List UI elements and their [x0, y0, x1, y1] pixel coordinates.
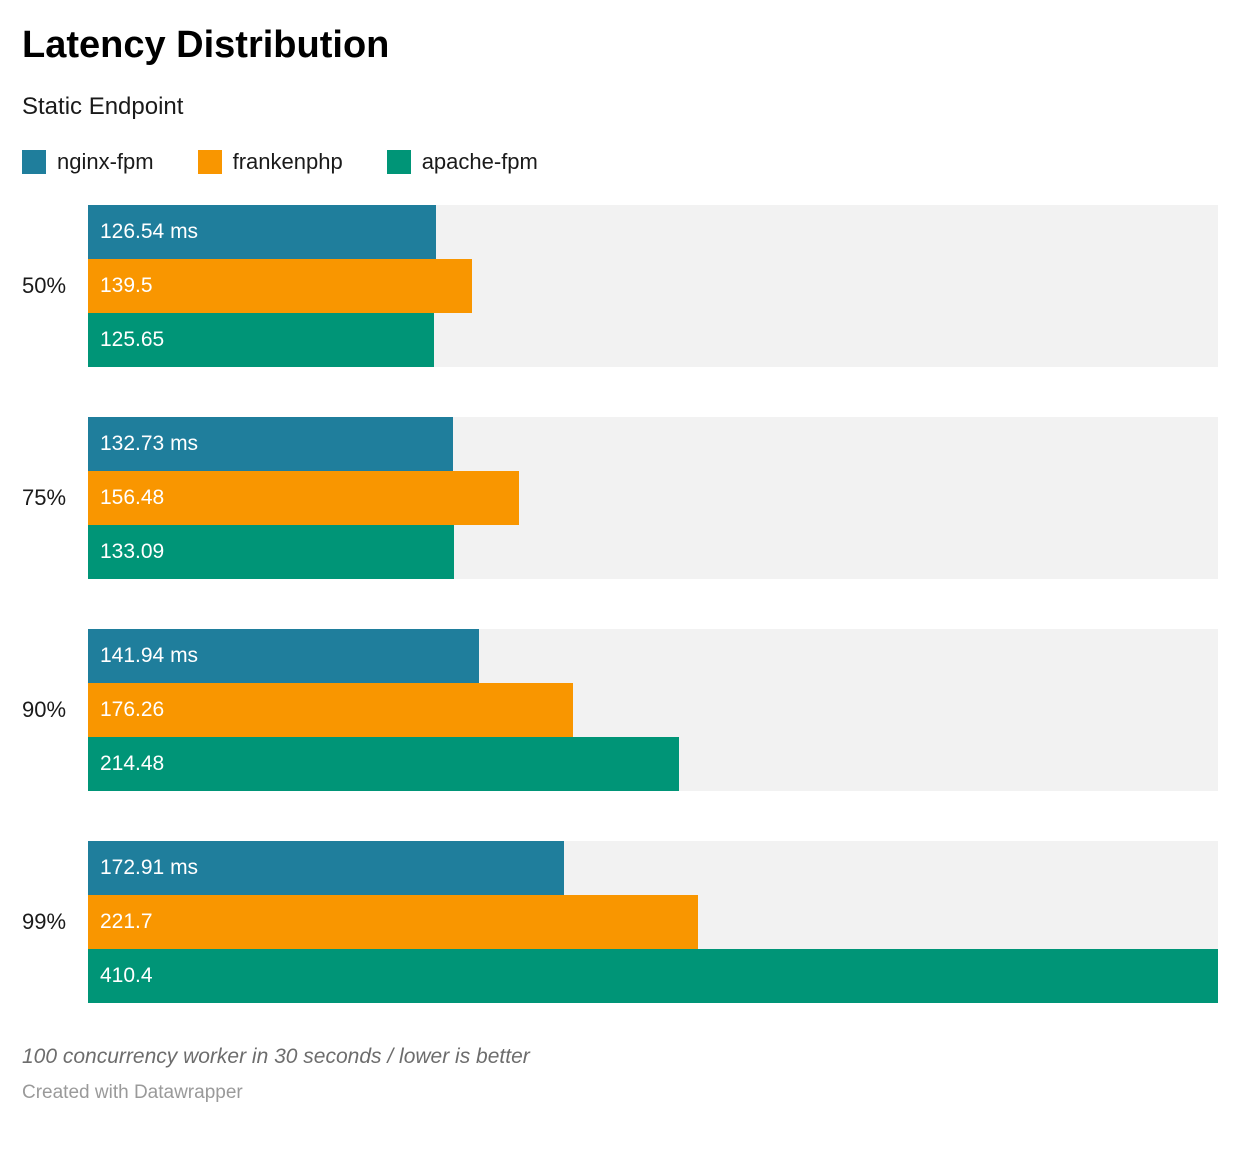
legend-swatch-frankenphp-icon — [197, 150, 222, 175]
bar-value-label: 410.4 — [100, 964, 153, 988]
bar-apache-fpm-99: 410.4 — [88, 949, 1218, 1004]
bar-nginx-fpm-75: 132.73 ms — [88, 417, 454, 472]
legend-label-frankenphp: frankenphp — [232, 149, 343, 175]
legend-item-frankenphp: frankenphp — [197, 149, 343, 175]
legend-item-apache-fpm: apache-fpm — [386, 149, 538, 175]
chart-footer: 100 concurrency worker in 30 seconds / l… — [22, 1045, 1218, 1104]
category-label-50: 50% — [22, 273, 67, 299]
footnote: 100 concurrency worker in 30 seconds / l… — [22, 1045, 530, 1069]
legend-item-nginx-fpm: nginx-fpm — [22, 149, 154, 175]
bar-value-label: 132.73 ms — [100, 432, 199, 456]
attribution: Created with Datawrapper — [22, 1082, 243, 1104]
bar-track-50: 126.54 ms 139.5 125.65 — [88, 205, 1218, 368]
bar-value-label: 176.26 — [100, 698, 165, 722]
bar-apache-fpm-75: 133.09 — [88, 525, 455, 580]
category-label-99: 99% — [22, 909, 67, 935]
chart-subtitle: Static Endpoint — [22, 92, 184, 120]
category-label-90: 90% — [22, 697, 67, 723]
bar-value-label: 141.94 ms — [100, 644, 199, 668]
bar-value-label: 133.09 — [100, 540, 165, 564]
bar-group-50: 50% 126.54 ms 139.5 125.65 — [22, 205, 1218, 368]
bar-apache-fpm-90: 214.48 — [88, 737, 679, 792]
legend: nginx-fpm frankenphp apache-fpm — [22, 149, 1218, 175]
bar-apache-fpm-50: 125.65 — [88, 313, 434, 368]
bar-value-label: 214.48 — [100, 752, 165, 776]
bar-group-99: 99% 172.91 ms 221.7 410.4 — [22, 841, 1218, 1004]
bar-track-99: 172.91 ms 221.7 410.4 — [88, 841, 1218, 1004]
bar-frankenphp-90: 176.26 — [88, 683, 574, 738]
bar-nginx-fpm-99: 172.91 ms — [88, 841, 565, 896]
bar-nginx-fpm-50: 126.54 ms — [88, 205, 437, 260]
legend-swatch-apache-fpm-icon — [386, 150, 411, 175]
bar-group-90: 90% 141.94 ms 176.26 214.48 — [22, 629, 1218, 792]
chart-title: Latency Distribution — [22, 24, 390, 66]
bar-value-label: 156.48 — [100, 486, 165, 510]
legend-label-nginx-fpm: nginx-fpm — [57, 149, 154, 175]
bar-value-label: 221.7 — [100, 910, 153, 934]
legend-label-apache-fpm: apache-fpm — [421, 149, 538, 175]
bar-track-90: 141.94 ms 176.26 214.48 — [88, 629, 1218, 792]
bar-frankenphp-99: 221.7 — [88, 895, 699, 950]
bar-chart: 50% 126.54 ms 139.5 125.65 75% 132.73 ms — [22, 205, 1218, 1004]
bar-track-75: 132.73 ms 156.48 133.09 — [88, 417, 1218, 580]
bar-value-label: 172.91 ms — [100, 856, 199, 880]
bar-group-75: 75% 132.73 ms 156.48 133.09 — [22, 417, 1218, 580]
bar-value-label: 125.65 — [100, 328, 165, 352]
category-label-75: 75% — [22, 485, 67, 511]
bar-value-label: 139.5 — [100, 274, 153, 298]
bar-frankenphp-50: 139.5 — [88, 259, 473, 314]
legend-swatch-nginx-fpm-icon — [22, 150, 46, 175]
bar-nginx-fpm-90: 141.94 ms — [88, 629, 479, 684]
chart-container: Latency Distribution Static Endpoint ngi… — [0, 24, 1240, 1104]
bar-frankenphp-75: 156.48 — [88, 471, 519, 526]
bar-value-label: 126.54 ms — [100, 220, 199, 244]
